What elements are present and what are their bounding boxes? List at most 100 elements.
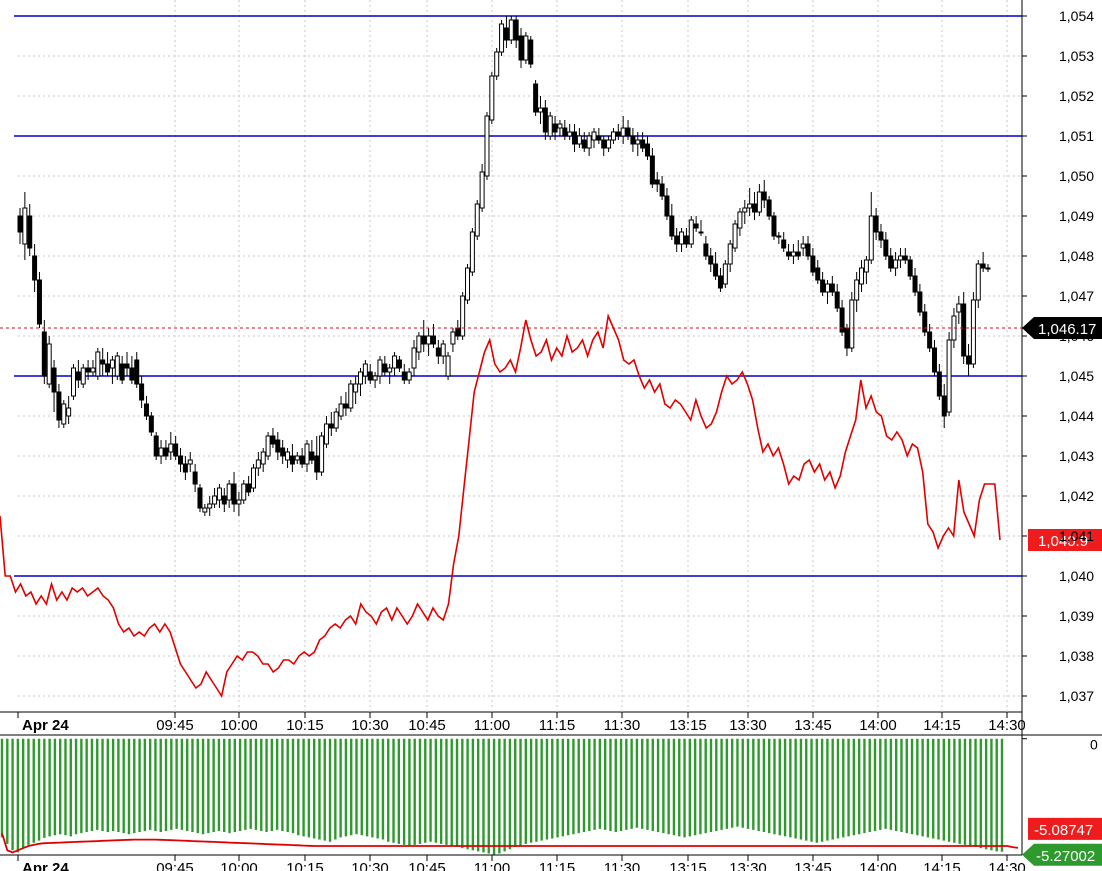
candle-body <box>863 259 869 273</box>
candle-body <box>61 403 67 425</box>
candle-body <box>649 155 655 185</box>
candle-body <box>163 447 169 457</box>
candle-body <box>255 459 261 469</box>
candle-body <box>362 363 368 377</box>
y-tick-label: 1,043 <box>1059 448 1094 464</box>
candle-body <box>246 483 252 493</box>
candle-body <box>314 455 320 473</box>
candle-body <box>250 467 256 489</box>
candle-body <box>931 347 937 373</box>
candle-body <box>299 455 305 465</box>
candle-body <box>562 127 568 137</box>
candle-body <box>567 131 573 137</box>
candle-body <box>829 283 835 293</box>
candle-body <box>537 107 543 113</box>
candle-body <box>338 403 344 417</box>
x-tick-label: 13:15 <box>669 717 707 734</box>
candle-body <box>260 451 266 465</box>
candle-body <box>713 263 719 277</box>
candle-body <box>41 331 47 377</box>
candle-body <box>212 495 218 505</box>
x-tick-label: 11:00 <box>474 860 510 871</box>
candle-body <box>85 367 91 373</box>
x-tick-label: 10:30 <box>351 860 389 871</box>
candle-body <box>927 331 933 349</box>
candle-body <box>197 487 203 509</box>
candle-body <box>333 411 339 429</box>
y-tick-label: 1,041 <box>1059 528 1094 544</box>
candle-body <box>202 507 208 513</box>
candle-body <box>411 347 417 369</box>
candle-body <box>221 495 227 505</box>
candle-body <box>153 435 159 457</box>
candle-body <box>474 203 480 237</box>
price-axis: 1,037 1,038 1,039 1,040 1,041 1,042 1,043 1,044… <box>1022 8 1094 704</box>
candle-body <box>859 267 865 285</box>
candle-body <box>22 207 28 245</box>
candle-body <box>294 455 300 461</box>
candle-body <box>542 107 548 133</box>
candle-body <box>323 423 329 445</box>
last-price-label: 1,046.17 <box>1038 321 1096 338</box>
y-tick-label: 1,054 <box>1059 8 1094 24</box>
candle-body <box>922 311 928 333</box>
candle-body <box>703 243 709 257</box>
candle-body <box>742 207 748 213</box>
candle-body <box>192 471 198 485</box>
candle-body <box>440 343 446 357</box>
candle-body <box>888 255 894 269</box>
candle-body <box>426 335 432 345</box>
candle-body <box>265 435 271 457</box>
candle-body <box>679 231 685 245</box>
candle-body <box>761 191 767 201</box>
candle-body <box>469 231 475 273</box>
candle-body <box>241 483 247 501</box>
candle-body <box>708 255 714 265</box>
candle-body <box>158 447 164 457</box>
x-tick-label: 11:30 <box>604 717 640 734</box>
candle-body <box>134 359 140 385</box>
candle-body <box>484 115 490 177</box>
candle-body <box>596 135 602 141</box>
x-tick-label: 14:30 <box>988 860 1026 871</box>
candle-body <box>912 275 918 293</box>
candle-body <box>790 251 796 257</box>
candle-body <box>781 239 787 249</box>
candle-body <box>129 367 135 381</box>
candle-body <box>430 335 436 345</box>
indicator-green-tag <box>1022 843 1102 866</box>
y-tick-label: 1,052 <box>1059 88 1094 104</box>
indicator-line-layer <box>1 832 1019 854</box>
candle-body <box>36 279 42 325</box>
x-tick-label: 11:15 <box>539 717 575 734</box>
candle-body <box>109 359 115 369</box>
candle-body <box>717 275 723 289</box>
candle-body <box>17 215 23 233</box>
indicator-green-label: -5.27002 <box>1036 848 1095 865</box>
candle-body <box>810 255 816 273</box>
candle-body <box>572 131 578 145</box>
candle-body <box>839 307 845 333</box>
candle-body <box>610 131 616 141</box>
candle-body <box>557 123 563 129</box>
candle-body <box>771 215 777 237</box>
candle-body <box>756 191 762 213</box>
candle-body <box>737 211 743 229</box>
candle-body <box>280 447 286 457</box>
candle-body <box>494 51 500 77</box>
y-tick-label: 1,050 <box>1059 168 1094 184</box>
candle-body <box>980 263 986 269</box>
candle-body <box>27 215 33 249</box>
candle-body <box>766 199 772 217</box>
x-tick-label: 10:15 <box>286 860 324 871</box>
candle-body <box>644 143 650 157</box>
candle-body <box>902 255 908 261</box>
red-series-label: 1,040.9 <box>1038 533 1088 550</box>
candle-body <box>309 451 315 461</box>
y-tick-label: 1,045 <box>1059 368 1094 384</box>
y-tick-label: 1,053 <box>1059 48 1094 64</box>
indicator-axis: 0 -5.08747 -5.27002 <box>1022 737 1102 866</box>
red-series-tag <box>1028 529 1102 551</box>
candle-body <box>406 371 412 381</box>
